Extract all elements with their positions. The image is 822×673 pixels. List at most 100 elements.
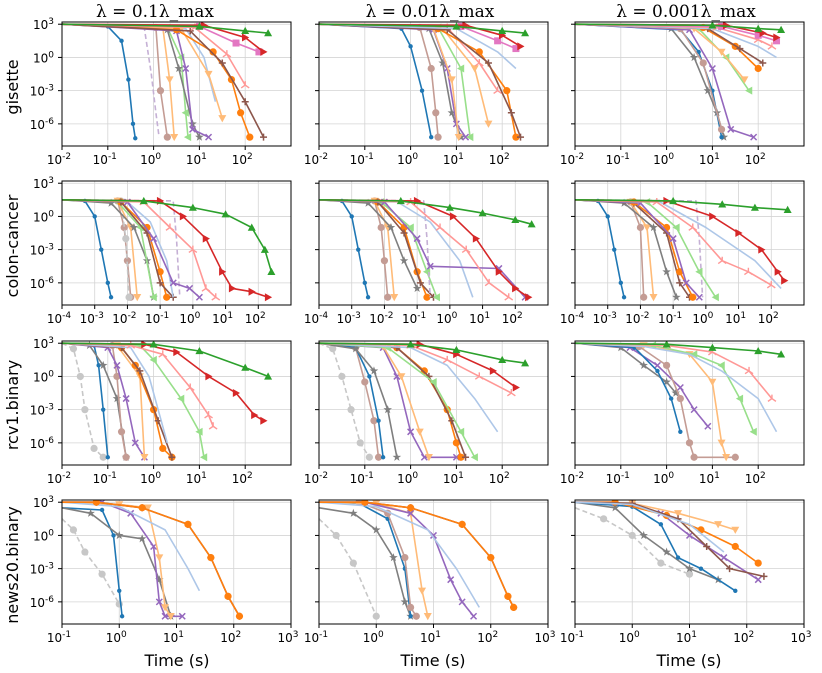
series-marker-s1 <box>419 88 425 93</box>
series-marker-s10 <box>418 587 427 595</box>
series-marker-s15 <box>69 345 78 353</box>
series-marker-s6 <box>726 565 734 573</box>
series-marker-s15 <box>657 559 665 567</box>
series-line-s8 <box>575 501 719 581</box>
series-marker-s6 <box>136 367 144 375</box>
series-marker-s6 <box>760 572 768 580</box>
series-marker-s1 <box>92 214 97 219</box>
x-tick-label: 100 <box>692 311 713 326</box>
series-marker-s5 <box>653 361 661 369</box>
series-line-s1 <box>319 342 384 458</box>
series-marker-s8 <box>349 508 358 517</box>
series-marker-s4 <box>416 341 424 349</box>
series-marker-s2 <box>754 64 762 73</box>
x-tick-label: 101 <box>186 471 207 486</box>
series-marker-s12 <box>717 256 727 265</box>
series-marker-s3 <box>662 341 671 348</box>
series-marker-s4 <box>228 284 237 293</box>
series-marker-s3 <box>750 203 759 211</box>
series-marker-s15 <box>329 345 337 353</box>
series-marker-s1 <box>108 295 114 300</box>
x-tick-label: 102 <box>745 471 766 486</box>
series-marker-s14 <box>361 378 369 386</box>
x-tick-label: 10-1 <box>606 471 630 486</box>
y-tick-label: 103 <box>33 17 54 32</box>
x-tick-label: 100 <box>363 630 384 645</box>
y-tick-label: 10-3 <box>30 562 54 577</box>
series-line-s8 <box>319 507 412 617</box>
series-marker-s5 <box>150 235 158 243</box>
series-marker-s1 <box>99 507 105 513</box>
x-tick-label: 10-1 <box>145 311 169 326</box>
series-marker-s5 <box>458 598 466 606</box>
series-marker-s14 <box>690 453 698 461</box>
series-marker-s15 <box>81 548 89 556</box>
series-marker-s5 <box>708 64 716 73</box>
series-marker-s8 <box>106 198 116 207</box>
series-marker-s10 <box>717 439 726 447</box>
x-tick-label: 100 <box>653 471 674 486</box>
panel-r3-c2: 10-1 100 101 102 103 <box>560 499 812 645</box>
series-marker-s14 <box>384 293 392 301</box>
series-marker-s14 <box>685 439 694 447</box>
x-tick-label: 101 <box>725 311 746 326</box>
series-marker-s1 <box>668 396 674 401</box>
x-tick-label: 10-3 <box>593 311 617 326</box>
series-marker-s3 <box>777 25 786 33</box>
series-marker-s12 <box>204 411 213 419</box>
panel-r2-c2: 10-2 10-1 100 101 102 <box>560 340 805 486</box>
series-marker-s14 <box>663 361 671 369</box>
series-marker-s6 <box>186 27 194 35</box>
series-marker-s15 <box>81 406 89 414</box>
column-title-1: λ = 0.01λ_max <box>366 2 495 22</box>
series-marker-s1 <box>105 280 111 286</box>
series-marker-s14 <box>401 553 409 562</box>
x-tick-label: 101 <box>212 311 233 326</box>
series-marker-s8 <box>369 366 379 375</box>
series-marker-s3 <box>396 196 405 205</box>
series-marker-s3 <box>708 343 717 351</box>
series-marker-s10 <box>140 454 149 462</box>
series-marker-s1 <box>696 49 701 55</box>
series-marker-s4 <box>232 389 241 398</box>
series-marker-s14 <box>380 257 389 265</box>
series-marker-s11 <box>690 350 698 359</box>
series-marker-s5 <box>413 235 421 243</box>
series-marker-s5 <box>161 612 169 620</box>
series-marker-s6 <box>507 109 515 117</box>
series-marker-s11 <box>199 453 208 462</box>
series-marker-s4 <box>512 383 520 392</box>
series-marker-s8 <box>672 292 681 301</box>
x-tick-label: 10-1 <box>560 630 584 645</box>
series-marker-s1 <box>621 295 627 300</box>
series-marker-s1 <box>678 429 683 434</box>
series-marker-s5 <box>113 361 121 369</box>
x-tick-label: 100 <box>106 630 127 645</box>
series-marker-s4 <box>774 267 782 276</box>
series-marker-s4 <box>179 212 188 221</box>
series-marker-s6 <box>462 453 470 461</box>
series-line-s8 <box>319 23 462 138</box>
series-marker-s11 <box>456 64 465 73</box>
row-label-3: news20.binary <box>3 506 22 623</box>
series-marker-s1 <box>126 77 131 82</box>
series-marker-s10 <box>161 604 170 612</box>
series-marker-s12 <box>201 284 211 292</box>
series-marker-s11 <box>749 427 757 436</box>
series-marker-s3 <box>241 26 250 35</box>
panel-frame <box>61 180 292 306</box>
series-marker-s8 <box>112 394 122 403</box>
x-axis-label-1: Time (s) <box>399 651 465 670</box>
panel-frame <box>318 21 549 147</box>
series-group <box>62 22 273 142</box>
series-marker-s14 <box>676 394 684 403</box>
panel-r1-c0: 10-4 10-3 10-2 10-1 100 101 102 103 100 10-3 10-6 <box>30 176 292 326</box>
x-tick-label: 102 <box>232 471 253 486</box>
panel-r2-c0: 10-2 10-1 100 101 102 103 100 10-3 10-6 <box>30 336 292 486</box>
x-tick-label: 10-1 <box>658 311 682 326</box>
series-marker-s4 <box>758 245 766 254</box>
y-tick-label: 100 <box>33 528 54 543</box>
series-marker-s8 <box>685 564 694 573</box>
series-marker-s5 <box>188 125 197 133</box>
series-marker-s3 <box>511 215 520 223</box>
